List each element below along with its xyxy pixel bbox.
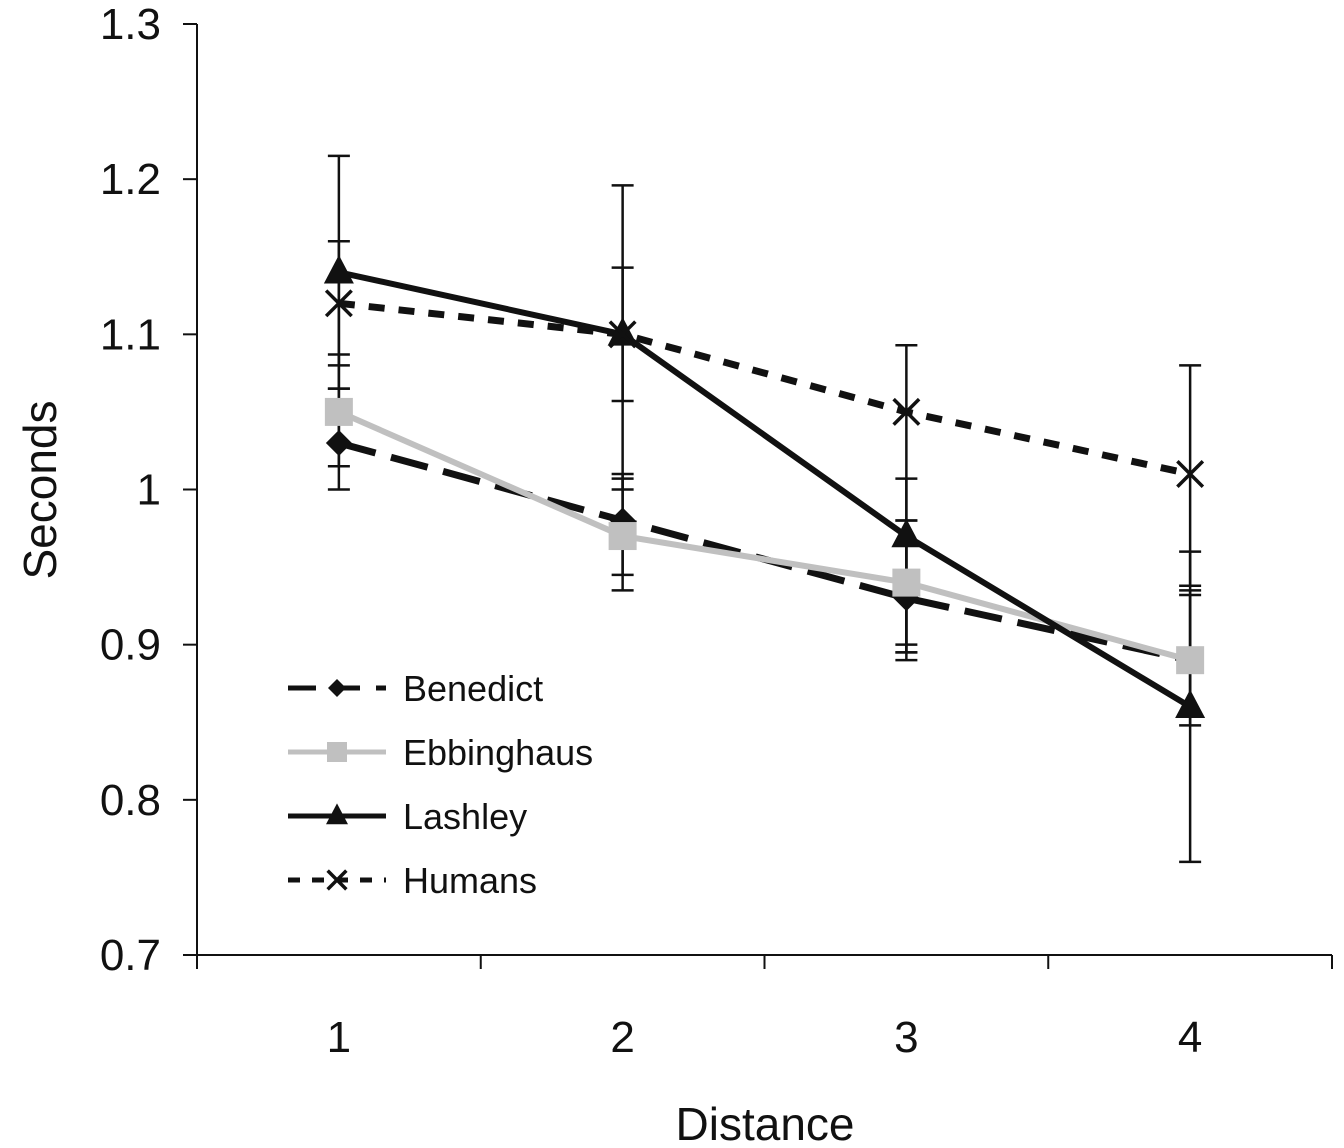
series-line-humans: [338, 299, 1191, 478]
legend-label: Benedict: [403, 668, 543, 709]
series-lines: [337, 269, 1192, 710]
marker-lashley: [323, 255, 354, 284]
y-tick-label: 1.3: [100, 0, 161, 49]
x-tick-label: 3: [894, 1013, 918, 1062]
y-tick-label: 1.2: [100, 155, 161, 204]
y-tick-label: 0.9: [100, 621, 161, 670]
marker-ebbinghaus: [608, 522, 637, 551]
legend-marker: [326, 803, 348, 825]
marker-humans: [1176, 459, 1205, 488]
series-line-ebbinghaus: [337, 409, 1191, 664]
legend-item-lashley: Lashley: [288, 796, 527, 837]
legend-label: Ebbinghaus: [403, 732, 593, 773]
legend-label: Lashley: [403, 796, 527, 837]
legend-marker: [327, 742, 347, 762]
legend-item-ebbinghaus: Ebbinghaus: [288, 732, 593, 773]
y-tick-label: 0.8: [100, 776, 161, 825]
marker-lashley: [1175, 689, 1206, 718]
x-axis-title: Distance: [676, 1098, 855, 1148]
y-ticks: 0.7 0.8 0.9 1 1.1 1.2 1.3: [100, 0, 197, 980]
legend-item-benedict: Benedict: [288, 668, 543, 709]
y-tick-label: 0.7: [100, 931, 161, 980]
marker-humans: [324, 289, 353, 318]
legend-marker: [326, 869, 348, 891]
x-tick-label: 2: [610, 1013, 634, 1062]
legend: Benedict Ebbinghaus Lashley Humans: [288, 668, 593, 901]
y-tick-label: 1.1: [100, 310, 161, 359]
series-line-lashley: [338, 269, 1192, 710]
marker-lashley: [607, 317, 638, 346]
marker-ebbinghaus: [892, 568, 921, 597]
marker-ebbinghaus: [324, 397, 353, 426]
y-tick-label: 1: [137, 466, 161, 515]
x-tick-label: 4: [1178, 1013, 1202, 1062]
markers: [323, 255, 1206, 718]
x-tick-label: 1: [327, 1013, 351, 1062]
legend-item-humans: Humans: [288, 860, 537, 901]
marker-lashley: [891, 518, 922, 548]
legend-label: Humans: [403, 860, 537, 901]
legend-marker: [328, 679, 346, 697]
marker-benedict: [325, 429, 352, 456]
x-ticks: 1 2 3 4: [196, 955, 1333, 1062]
marker-ebbinghaus: [1176, 646, 1205, 675]
marker-humans: [892, 397, 921, 426]
y-axis-title: Seconds: [14, 400, 66, 579]
marker-humans: [608, 320, 637, 349]
